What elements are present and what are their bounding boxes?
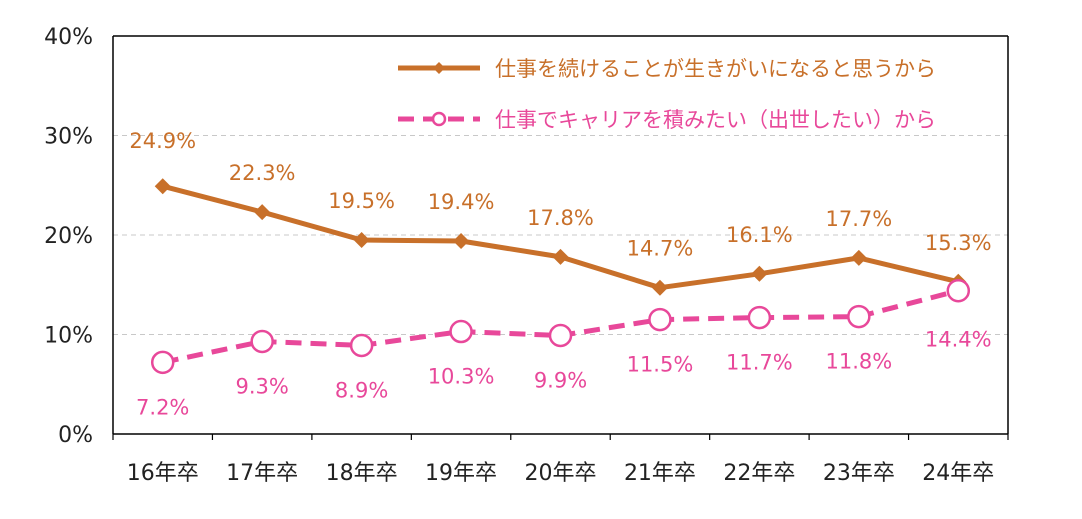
data-label-series-2: 14.4% (925, 328, 992, 352)
series-1-point (353, 231, 370, 248)
series-2-point (648, 307, 672, 332)
x-tick-label: 21年卒 (624, 461, 696, 486)
data-label-series-2: 10.3% (428, 365, 495, 389)
data-labels: 24.9% 22.3% 19.5% 19.4% 17.8% 14.7% 16.1% 17.7%… (129, 129, 991, 419)
y-tick-label: 20% (44, 224, 93, 249)
series-2-point (747, 305, 772, 330)
y-tick-label: 0% (58, 423, 93, 448)
series-line-1 (162, 183, 959, 291)
data-label-series-1: 24.9% (129, 129, 196, 153)
series-1-point (751, 265, 768, 282)
legend-label-1: 仕事を続けることが生きがいになると思うから (495, 57, 936, 81)
legend: 仕事を続けることが生きがいになると思うから仕事でキャリアを積みたい（出世したい）… (398, 57, 936, 132)
y-tick-label: 30% (44, 125, 93, 150)
series-2-point (250, 329, 274, 354)
data-label-series-1: 22.3% (229, 161, 296, 185)
series-1-point (254, 204, 271, 221)
data-label-series-2: 11.5% (627, 353, 694, 377)
series-2-point (150, 350, 175, 375)
x-tick-label: 24年卒 (922, 461, 994, 486)
y-tick-label: 10% (44, 324, 93, 349)
series-1-point (651, 279, 668, 296)
legend-marker-1 (433, 62, 445, 74)
data-label-series-2: 11.7% (726, 351, 793, 375)
data-label-series-1: 19.5% (328, 189, 395, 213)
x-tick-label: 16年卒 (127, 461, 199, 486)
data-label-series-1: 17.8% (527, 206, 594, 230)
axes (112, 35, 1009, 440)
series-layer (150, 178, 971, 375)
data-label-series-2: 8.9% (335, 378, 388, 402)
x-tick-label: 22年卒 (723, 461, 795, 486)
data-label-series-2: 7.2% (136, 395, 189, 419)
data-label-series-2: 9.9% (534, 368, 587, 392)
series-1-point (154, 178, 171, 195)
data-label-series-1: 17.7% (825, 207, 892, 231)
data-label-series-1: 19.4% (428, 190, 495, 214)
x-tick-label: 19年卒 (425, 461, 497, 486)
x-axis-ticks: 16年卒 17年卒 18年卒 19年卒 20年卒 21年卒 22年卒 23年卒 24年卒 (127, 461, 995, 486)
data-label-series-1: 14.7% (627, 237, 694, 261)
y-tick-label: 40% (44, 25, 93, 50)
series-1-point (850, 249, 867, 266)
x-tick-label: 20年卒 (525, 461, 597, 486)
series-2-point (548, 323, 573, 348)
series-2-point (847, 304, 871, 329)
x-tick-label: 18年卒 (326, 461, 398, 486)
series-1-point (453, 232, 470, 249)
data-label-series-1: 15.3% (925, 231, 992, 255)
series-1-point (552, 248, 569, 265)
legend-label-2: 仕事でキャリアを積みたい（出世したい）から (495, 108, 936, 132)
data-label-series-1: 16.1% (726, 223, 793, 247)
series-2-point (946, 278, 971, 303)
legend-marker-2 (431, 111, 447, 127)
x-tick-label: 17年卒 (226, 461, 298, 486)
series-2-point (349, 333, 374, 358)
series-2-point (449, 319, 473, 344)
data-label-series-2: 11.8% (825, 350, 892, 374)
data-label-series-2: 9.3% (235, 374, 288, 398)
x-tick-label: 23年卒 (823, 461, 895, 486)
y-axis-ticks: 0% 10% 20% 30% 40% (44, 25, 93, 448)
